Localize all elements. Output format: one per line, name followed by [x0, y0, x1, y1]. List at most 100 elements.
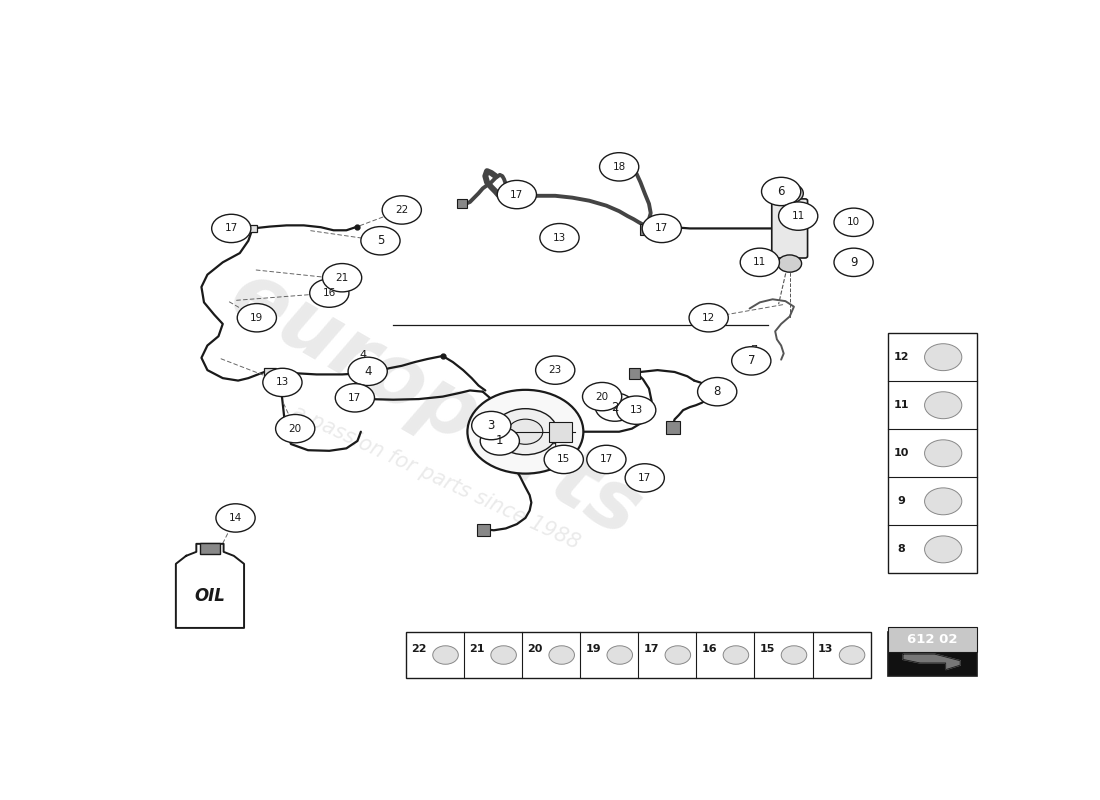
Circle shape: [494, 409, 558, 454]
Text: 612 02: 612 02: [908, 634, 958, 646]
Text: 9: 9: [850, 256, 857, 269]
Circle shape: [468, 390, 583, 474]
Circle shape: [925, 488, 961, 514]
Circle shape: [536, 356, 575, 384]
Text: 3: 3: [486, 411, 493, 422]
Circle shape: [348, 357, 387, 386]
Circle shape: [263, 368, 302, 397]
Text: 15: 15: [760, 645, 775, 654]
Circle shape: [834, 248, 873, 277]
Text: 17: 17: [600, 454, 613, 465]
Text: 11: 11: [754, 258, 767, 267]
Bar: [406, 632, 871, 678]
Circle shape: [336, 384, 374, 412]
Text: 11: 11: [792, 211, 805, 221]
Bar: [476, 524, 491, 537]
Circle shape: [776, 183, 803, 203]
Circle shape: [491, 646, 516, 664]
Circle shape: [925, 440, 961, 466]
Circle shape: [600, 153, 639, 181]
Text: 20: 20: [527, 645, 542, 654]
Text: 15: 15: [557, 454, 571, 465]
Text: 7: 7: [750, 346, 758, 355]
Text: 12: 12: [893, 352, 909, 362]
Circle shape: [761, 178, 801, 206]
Text: 16: 16: [702, 645, 717, 654]
Text: 21: 21: [469, 645, 485, 654]
Circle shape: [508, 419, 542, 444]
Circle shape: [432, 646, 459, 664]
Text: 13: 13: [553, 233, 566, 242]
Circle shape: [276, 414, 315, 443]
Text: 23: 23: [549, 365, 562, 375]
Circle shape: [689, 303, 728, 332]
Circle shape: [779, 202, 817, 230]
Bar: [666, 422, 680, 434]
Circle shape: [211, 214, 251, 242]
Bar: [200, 542, 220, 554]
Bar: [888, 632, 977, 676]
Text: 2: 2: [614, 398, 622, 408]
Circle shape: [586, 446, 626, 474]
Circle shape: [925, 536, 961, 563]
Circle shape: [778, 255, 802, 272]
Text: 13: 13: [276, 378, 289, 387]
FancyBboxPatch shape: [772, 199, 807, 258]
Text: 17: 17: [224, 223, 238, 234]
Text: 8: 8: [714, 385, 720, 398]
Circle shape: [583, 382, 621, 410]
Bar: [245, 225, 257, 232]
Circle shape: [617, 396, 656, 424]
Text: 3: 3: [487, 419, 495, 432]
Text: 18: 18: [613, 162, 626, 172]
Polygon shape: [176, 544, 244, 628]
Text: 17: 17: [644, 645, 659, 654]
Text: 22: 22: [395, 205, 408, 215]
Circle shape: [595, 393, 635, 422]
Circle shape: [497, 180, 537, 209]
Text: 1: 1: [552, 443, 559, 454]
Text: europarts: europarts: [216, 254, 656, 554]
Text: 12: 12: [702, 313, 715, 322]
Bar: [888, 333, 977, 574]
Text: 5: 5: [386, 231, 394, 242]
Text: 18: 18: [615, 154, 629, 164]
Text: 5: 5: [377, 234, 384, 247]
Text: 1: 1: [496, 434, 504, 447]
Circle shape: [361, 226, 400, 255]
Text: a passion for parts since 1988: a passion for parts since 1988: [289, 402, 583, 554]
Circle shape: [540, 223, 579, 252]
Text: 8: 8: [898, 544, 905, 554]
Text: 20: 20: [288, 424, 301, 434]
Text: 14: 14: [229, 513, 242, 523]
Circle shape: [781, 646, 806, 664]
Circle shape: [481, 426, 519, 455]
Text: 17: 17: [656, 223, 669, 234]
Text: 16: 16: [322, 288, 335, 298]
Text: OIL: OIL: [195, 587, 226, 605]
Circle shape: [322, 263, 362, 292]
Text: 7: 7: [748, 354, 755, 367]
Text: 19: 19: [250, 313, 264, 322]
Text: 10: 10: [847, 218, 860, 227]
Text: 4: 4: [360, 350, 367, 360]
Text: 4: 4: [364, 365, 372, 378]
Text: 19: 19: [585, 645, 601, 654]
Circle shape: [549, 646, 574, 664]
Text: 17: 17: [510, 190, 524, 199]
Text: 13: 13: [629, 405, 642, 415]
Bar: [458, 199, 468, 208]
Circle shape: [732, 346, 771, 375]
Text: 9: 9: [898, 496, 905, 506]
Text: 6: 6: [778, 185, 785, 198]
Text: 11: 11: [893, 400, 909, 410]
Text: 13: 13: [817, 645, 833, 654]
Circle shape: [607, 646, 632, 664]
Text: 2: 2: [612, 401, 618, 414]
Text: 17: 17: [638, 473, 651, 483]
Circle shape: [740, 248, 780, 277]
Circle shape: [238, 303, 276, 332]
Bar: [628, 368, 640, 379]
Circle shape: [723, 646, 749, 664]
Circle shape: [310, 279, 349, 307]
